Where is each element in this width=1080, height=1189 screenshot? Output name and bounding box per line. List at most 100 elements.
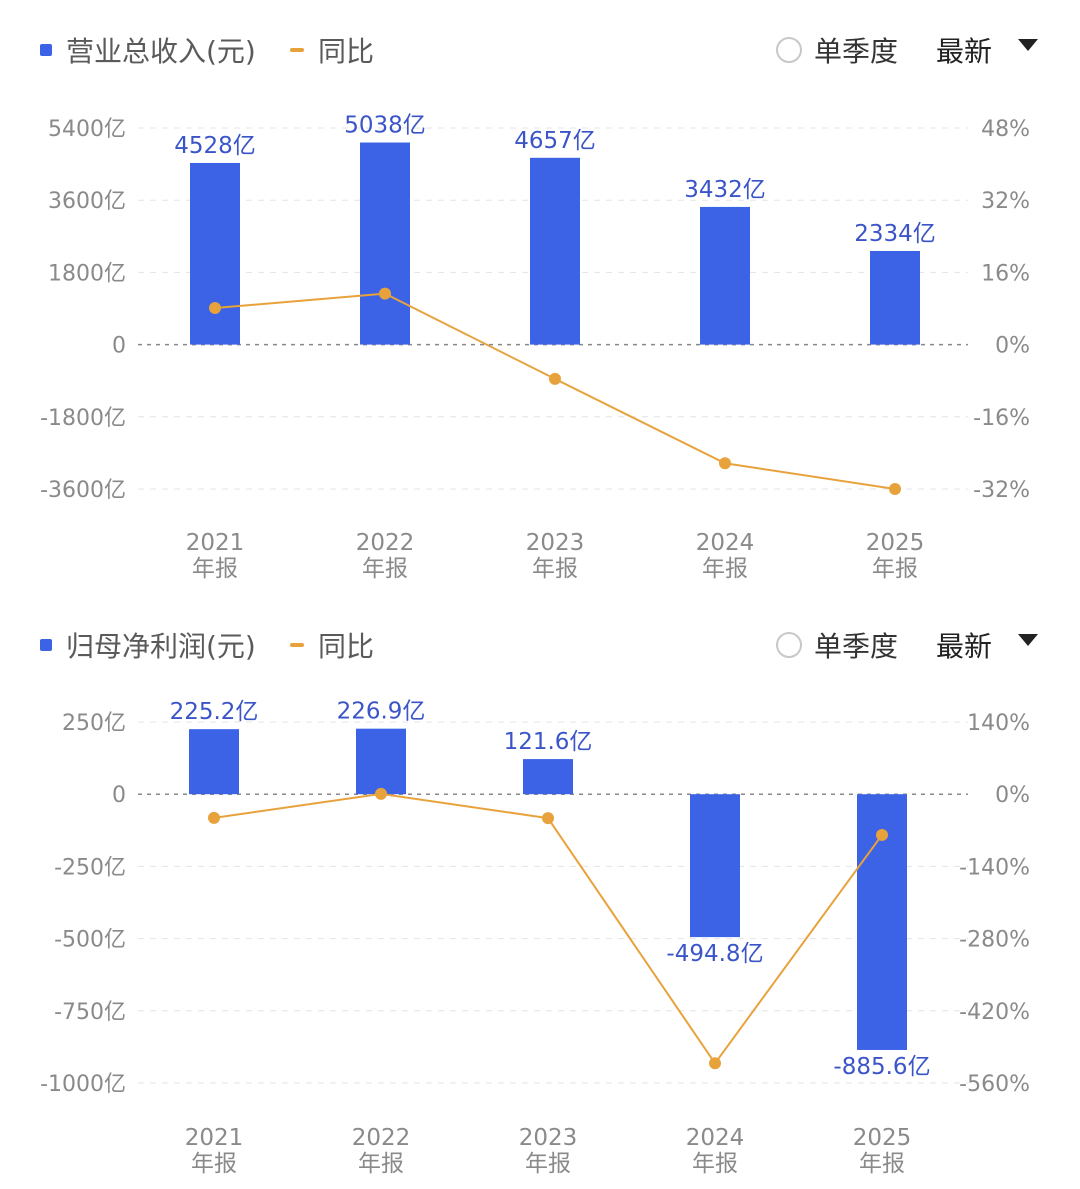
- yoy-point: [876, 828, 888, 841]
- x-axis-period-label: 年报: [692, 1151, 738, 1177]
- net-profit-chart-panel: 归母净利润(元) 同比 单季度 最新 250亿 0 -250亿 -500亿 -750亿 -…: [0, 595, 1080, 1189]
- legend-line-swatch: [290, 48, 304, 52]
- bar: [690, 794, 740, 938]
- legend-bar-swatch: [40, 44, 52, 56]
- legend-line-swatch: [290, 643, 304, 647]
- yoy-point: [379, 287, 391, 300]
- x-axis-period-label: 年报: [192, 556, 238, 582]
- y-axis-tick-label: 250亿: [62, 711, 126, 736]
- revenue-chart-panel: 营业总收入(元) 同比 单季度 最新 5400亿 3600亿 1800亿 0 -1800…: [0, 0, 1080, 582]
- yoy-point: [208, 811, 220, 824]
- bar-value-label: 2334亿: [854, 221, 936, 247]
- y2-axis-tick-label: 140%: [967, 711, 1030, 736]
- y-axis-tick-label: -250亿: [54, 855, 126, 880]
- legend-net-profit[interactable]: 归母净利润(元): [40, 625, 256, 665]
- y2-axis-tick-label: 0%: [995, 783, 1030, 808]
- yoy-point: [719, 457, 731, 470]
- period-select-value: 最新: [936, 630, 993, 663]
- legend-yoy[interactable]: 同比: [290, 625, 374, 665]
- y-axis-tick-label: 5400亿: [48, 117, 126, 142]
- bar: [870, 250, 920, 345]
- period-select[interactable]: 最新: [936, 30, 1039, 70]
- x-axis-year-label: 2021: [186, 530, 245, 556]
- x-axis-year-label: 2024: [696, 530, 755, 556]
- radio-icon[interactable]: [776, 37, 802, 63]
- y2-axis-tick-label: -560%: [959, 1072, 1030, 1097]
- yoy-point: [709, 1057, 721, 1070]
- bar-value-label: 121.6亿: [504, 729, 593, 755]
- x-axis-year-label: 2025: [853, 1125, 912, 1151]
- y-axis-tick-label: 0: [112, 334, 126, 359]
- x-axis-year-label: 2024: [686, 1125, 745, 1151]
- yoy-point: [542, 812, 554, 825]
- net-profit-chart: 250亿 0 -250亿 -500亿 -750亿 -1000亿 140% 0% -140% -28…: [40, 699, 1030, 1177]
- y2-axis-tick-label: -16%: [973, 406, 1030, 431]
- caret-down-icon[interactable]: [1018, 634, 1039, 646]
- y-axis-tick-label: -1000亿: [40, 1072, 126, 1097]
- bar: [523, 759, 573, 795]
- bar-value-label: 4528亿: [174, 133, 256, 159]
- x-axis-year-label: 2023: [526, 530, 585, 556]
- single-quarter-toggle[interactable]: 单季度: [776, 625, 898, 665]
- bar: [700, 206, 750, 345]
- yoy-line: [213, 792, 883, 1066]
- period-select-value: 最新: [936, 35, 993, 68]
- x-axis-year-label: 2022: [356, 530, 415, 556]
- bar-value-label: 225.2亿: [170, 699, 259, 725]
- caret-down-icon[interactable]: [1018, 39, 1039, 51]
- x-axis-period-label: 年报: [191, 1151, 237, 1177]
- period-select[interactable]: 最新: [936, 625, 1039, 665]
- legend-bar-swatch: [40, 639, 52, 651]
- x-axis-period-label: 年报: [358, 1151, 404, 1177]
- bar: [190, 162, 240, 345]
- x-axis-year-label: 2021: [185, 1125, 244, 1151]
- yoy-point: [889, 483, 901, 495]
- bar-value-label: 226.9亿: [337, 699, 426, 725]
- x-axis-period-label: 年报: [532, 556, 578, 582]
- y2-axis-tick-label: 0%: [995, 334, 1030, 359]
- y-axis-tick-label: -1800亿: [40, 406, 126, 431]
- bar-value-label: 5038亿: [344, 113, 426, 139]
- y2-axis-tick-label: 32%: [981, 189, 1030, 214]
- x-axis-period-label: 年报: [872, 556, 918, 582]
- single-quarter-toggle[interactable]: 单季度: [776, 30, 898, 70]
- y2-axis-tick-label: -140%: [959, 855, 1030, 880]
- y-axis-tick-label: -500亿: [54, 928, 126, 953]
- net-profit-chart-header: 归母净利润(元) 同比 单季度 最新: [0, 595, 1080, 695]
- y2-axis-tick-label: -280%: [959, 928, 1030, 953]
- yoy-point: [375, 787, 387, 800]
- bar: [360, 142, 410, 345]
- y-axis-tick-label: 1800亿: [48, 261, 126, 286]
- legend-yoy[interactable]: 同比: [290, 30, 374, 70]
- single-quarter-label: 单季度: [814, 35, 899, 68]
- revenue-chart-header: 营业总收入(元) 同比 单季度 最新: [0, 0, 1080, 100]
- y-axis-tick-label: -3600亿: [40, 478, 126, 503]
- yoy-point: [549, 372, 561, 385]
- bar: [356, 728, 406, 795]
- legend-line-label: 同比: [318, 35, 375, 68]
- x-axis-period-label: 年报: [525, 1151, 571, 1177]
- y2-axis-tick-label: 48%: [981, 117, 1030, 142]
- yoy-point: [209, 302, 221, 315]
- y-axis-tick-label: 0: [112, 783, 126, 808]
- y2-axis-tick-label: -32%: [973, 478, 1030, 503]
- x-axis-year-label: 2025: [866, 530, 925, 556]
- revenue-chart: 5400亿 3600亿 1800亿 0 -1800亿 -3600亿 48% 32% 16% 0% -…: [40, 113, 1030, 582]
- legend-line-label: 同比: [318, 630, 375, 663]
- y2-axis-tick-label: 16%: [981, 261, 1030, 286]
- legend-bar-label: 营业总收入(元): [66, 35, 256, 68]
- bar-value-label: -494.8亿: [666, 941, 763, 967]
- x-axis-period-label: 年报: [362, 556, 408, 582]
- bar-value-label: 3432亿: [684, 177, 766, 203]
- legend-bar-label: 归母净利润(元): [66, 630, 256, 663]
- y-axis-tick-label: 3600亿: [48, 189, 126, 214]
- bar: [189, 729, 239, 795]
- single-quarter-label: 单季度: [814, 630, 899, 663]
- y2-axis-tick-label: -420%: [959, 1000, 1030, 1025]
- bar-value-label: -885.6亿: [833, 1054, 930, 1080]
- legend-revenue[interactable]: 营业总收入(元): [40, 30, 256, 70]
- radio-icon[interactable]: [776, 632, 802, 658]
- x-axis-period-label: 年报: [859, 1151, 905, 1177]
- x-axis-period-label: 年报: [702, 556, 748, 582]
- bar: [530, 157, 580, 345]
